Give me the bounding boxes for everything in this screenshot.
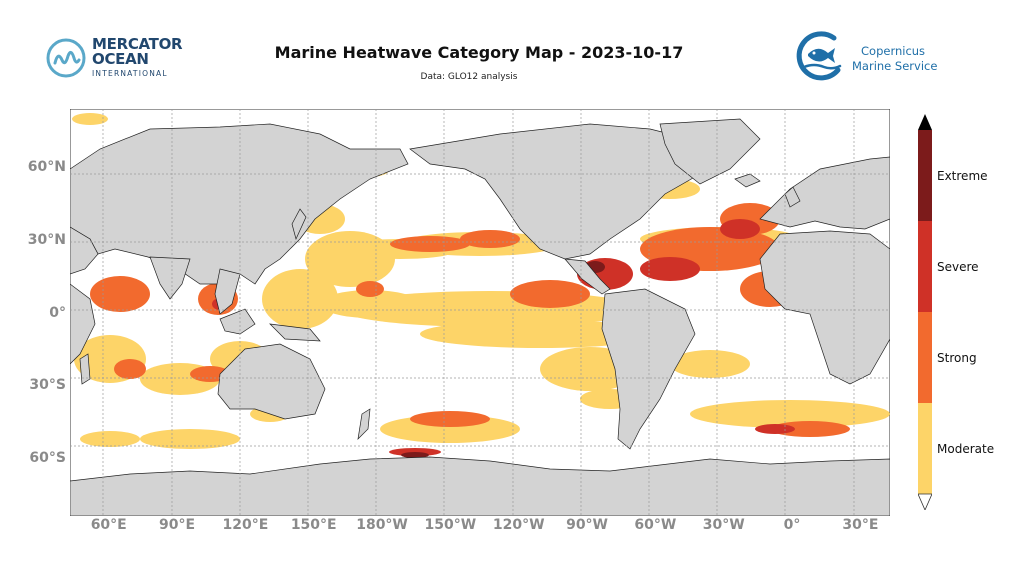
colorbar-segment-extreme: [918, 130, 932, 221]
colorbar-segment-moderate: [918, 403, 932, 494]
mercator-wave-icon: [46, 38, 86, 78]
lon-label: 60°E: [90, 517, 127, 533]
lon-label: 30°W: [702, 517, 745, 533]
logo-left-line2: OCEAN: [92, 50, 149, 68]
colorbar-under-triangle: [918, 493, 932, 510]
lat-label: 30°N: [27, 231, 66, 248]
colorbar-segment-strong: [918, 312, 932, 403]
copernicus-logo: Copernicus Marine Service: [794, 30, 944, 82]
colorbar-label-moderate: Moderate: [937, 441, 995, 456]
lon-label: 60°W: [634, 517, 677, 533]
gridlines: [70, 109, 890, 516]
colorbar: [918, 114, 932, 510]
lat-label: 60°N: [27, 159, 66, 176]
logo-left-line3: INTERNATIONAL: [92, 69, 168, 78]
colorbar-segments: [918, 130, 932, 494]
lon-label: 90°E: [159, 517, 196, 533]
heatwave-patches: [72, 113, 890, 458]
colorbar-over-triangle: [918, 114, 932, 130]
heatwave-map: [70, 109, 890, 516]
lon-label: 180°W: [356, 517, 408, 533]
mercator-ocean-logo: MERCATOR OCEAN INTERNATIONAL: [46, 36, 186, 80]
lon-label: 150°E: [290, 517, 337, 533]
lon-label: 30°E: [842, 517, 879, 533]
logo-right-line2: Marine Service: [852, 59, 938, 73]
lat-label: 30°S: [29, 377, 66, 394]
logo-left-line1: MERCATOR: [92, 35, 183, 53]
logo-right-line1: Copernicus: [861, 44, 926, 58]
land-masses: [70, 118, 890, 516]
colorbar-label-severe: Severe: [937, 259, 979, 274]
lon-label: 90°W: [566, 517, 609, 533]
map-title: Marine Heatwave Category Map - 2023-10-1…: [274, 43, 684, 62]
lon-label: 120°W: [492, 517, 545, 533]
colorbar-segment-severe: [918, 221, 932, 312]
colorbar-label-extreme: Extreme: [937, 168, 988, 183]
colorbar-label-strong: Strong: [937, 350, 977, 365]
lat-label: 60°S: [29, 449, 66, 466]
lat-label: 0°: [49, 304, 66, 321]
lon-label: 0°: [783, 517, 801, 533]
lon-label: 120°E: [222, 517, 269, 533]
lon-label: 150°W: [424, 517, 477, 533]
map-subtitle: Data: GLO12 analysis: [420, 72, 518, 82]
copernicus-fish-icon: [796, 31, 842, 81]
